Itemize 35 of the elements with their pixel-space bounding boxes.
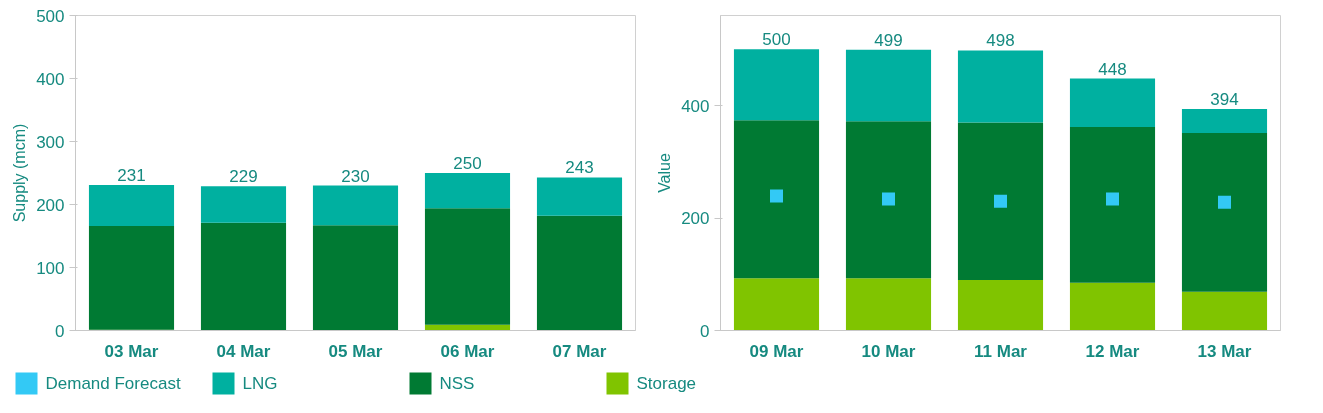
x-tick-label: 03 Mar: [104, 341, 159, 361]
total-label: 243: [565, 158, 594, 178]
total-label: 500: [762, 30, 791, 50]
x-tick-label: 10 Mar: [861, 341, 916, 361]
x-tick-label: 12 Mar: [1085, 341, 1140, 361]
total-label: 230: [341, 166, 370, 186]
legend-label: LNG: [242, 374, 278, 393]
total-label: 394: [1210, 89, 1239, 109]
total-label: 498: [986, 31, 1015, 51]
y-tick-label: 100: [36, 258, 65, 278]
x-tick-label: 11 Mar: [974, 341, 1028, 361]
y-tick-label: 0: [55, 321, 65, 341]
y-axis-title: Supply (mcm): [11, 123, 29, 223]
total-label: 229: [229, 167, 258, 187]
legend-label: Demand Forecast: [45, 374, 181, 393]
x-tick-label: 13 Mar: [1197, 341, 1252, 361]
total-label: 448: [1098, 59, 1127, 79]
x-tick-label: 04 Mar: [216, 341, 271, 361]
y-tick-label: 300: [36, 132, 65, 152]
total-label: 231: [117, 165, 146, 185]
y-tick-label: 500: [36, 6, 65, 26]
x-tick-label: 09 Mar: [749, 341, 804, 361]
y-tick-label: 200: [681, 209, 710, 228]
x-tick-label: 07 Mar: [552, 341, 607, 361]
y-tick-label: 400: [36, 69, 65, 89]
legend-label: NSS: [439, 374, 475, 393]
total-label: 499: [874, 30, 903, 50]
x-tick-label: 06 Mar: [440, 341, 495, 361]
y-axis-title: Value: [656, 153, 674, 193]
y-tick-label: 200: [36, 195, 65, 215]
y-tick-label: 0: [700, 321, 710, 341]
x-tick-label: 05 Mar: [328, 341, 383, 361]
total-label: 250: [453, 154, 482, 173]
y-tick-label: 400: [681, 96, 710, 116]
legend-label: Storage: [636, 374, 697, 393]
